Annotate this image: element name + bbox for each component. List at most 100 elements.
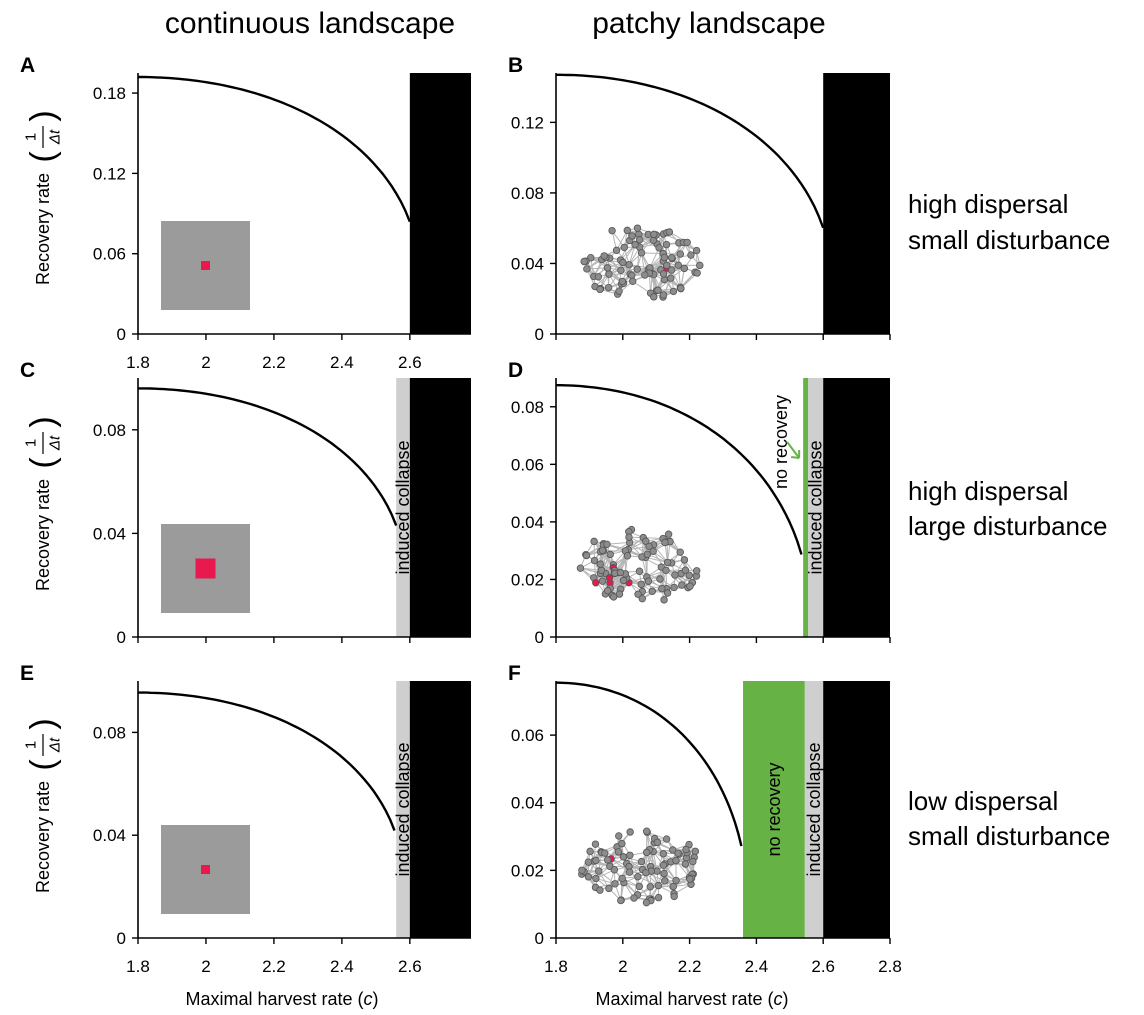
y-tick-label: 0.08: [511, 398, 544, 417]
induced-collapse-label: induced collapse: [393, 440, 413, 574]
network-node: [620, 243, 629, 252]
network-node: [686, 582, 694, 590]
fraction-close-paren: ): [24, 110, 62, 121]
y-axis-label-text: Recovery rate: [33, 781, 53, 893]
x-axis-label-right: Maximal harvest rate (c): [595, 989, 788, 1009]
network-node: [689, 857, 697, 866]
network-node: [633, 265, 641, 273]
x-tick-label: 2.4: [745, 957, 769, 976]
x-tick-label: 1.8: [126, 353, 150, 372]
y-tick-label: 0.04: [93, 524, 126, 543]
fraction-close-paren: ): [24, 718, 62, 729]
inset: [580, 224, 704, 301]
network-node: [619, 853, 628, 861]
collapse-label: collapse: [847, 474, 867, 540]
recovery-curve: [138, 75, 411, 223]
inset: [578, 827, 700, 907]
y-tick-label: 0: [535, 325, 544, 344]
y-tick-label: 0.02: [511, 861, 544, 880]
network-node: [605, 270, 613, 278]
disturbance-square: [201, 261, 210, 270]
y-axis-label: Recovery rate (1 Δt): [23, 416, 64, 591]
network-node: [662, 566, 670, 575]
network-node: [603, 540, 611, 549]
network-node: [687, 251, 695, 259]
network-node: [669, 882, 678, 891]
network-node: [610, 866, 619, 874]
network-node: [678, 581, 686, 589]
y-tick-label: 0.12: [93, 164, 126, 183]
collapse-region: [823, 681, 890, 938]
x-axis-label-left: Maximal harvest rate (c): [185, 989, 378, 1009]
network-node: [654, 893, 663, 902]
callout-arrowhead: [791, 450, 801, 459]
panel-d: Dno recovery induced collapse collapse 0 0.0…: [508, 359, 891, 647]
network-node: [591, 840, 600, 848]
network-node: [604, 586, 612, 595]
network-node: [637, 580, 645, 589]
network-edge: [606, 541, 630, 545]
network-edge: [616, 230, 628, 251]
inset: [576, 525, 701, 604]
network-nodes: [580, 224, 704, 301]
network-node: [654, 286, 662, 294]
network-nodes: [576, 525, 701, 604]
network-node: [660, 596, 668, 604]
network-node: [646, 883, 655, 891]
row-label-1: high dispersal small disturbance: [908, 189, 1110, 255]
network-node: [696, 261, 704, 270]
x-tick-label: 2: [201, 353, 210, 372]
y-tick-label: 0: [117, 929, 126, 948]
network-node: [634, 872, 642, 881]
network-node: [600, 252, 608, 260]
network-node: [606, 550, 614, 559]
panel-letter: F: [508, 662, 521, 685]
network-node: [663, 589, 672, 597]
network-node: [655, 244, 663, 252]
network-node: [576, 564, 585, 572]
network-node: [660, 869, 668, 878]
disturbance-square: [195, 558, 216, 579]
network-node: [670, 892, 678, 901]
network-node: [594, 273, 603, 281]
fraction-numerator: 1: [23, 741, 40, 749]
network-node: [618, 874, 626, 883]
no-recovery-label: no recovery: [764, 762, 784, 856]
network-node: [590, 537, 598, 546]
network-node: [623, 226, 631, 235]
y-tick-label: 0.06: [511, 726, 544, 745]
network-node: [680, 556, 689, 564]
inset: [161, 524, 250, 613]
y-axis-label-text: Recovery rate: [33, 173, 53, 285]
network-node: [596, 285, 604, 294]
network-node: [669, 287, 678, 296]
network-node: [625, 868, 634, 876]
network-node: [685, 571, 693, 580]
row-label-3-line-2: small disturbance: [908, 821, 1110, 851]
svg-text:Maximal harvest rate (c): Maximal harvest rate (c): [185, 989, 378, 1009]
network-node: [625, 533, 633, 541]
network-node: [693, 567, 701, 575]
network-node: [681, 860, 690, 868]
recovery-curve: [556, 73, 825, 229]
collapse-label: collapse: [430, 474, 450, 540]
disturbed-patch: [592, 579, 600, 587]
network-node: [659, 270, 668, 278]
x-tick-label: 1.8: [126, 957, 150, 976]
induced-collapse-label: induced collapse: [393, 742, 413, 876]
network-node: [636, 236, 644, 244]
network-node: [637, 249, 646, 257]
network-node: [671, 571, 679, 579]
network-node: [586, 847, 594, 856]
inset: [161, 825, 250, 914]
collapse-label: collapse: [430, 776, 450, 842]
network-node: [626, 828, 634, 836]
network-node: [584, 873, 593, 881]
network-node: [682, 845, 690, 854]
panel-letter: E: [20, 662, 34, 685]
collapse-label: collapse: [847, 170, 867, 236]
x-tick-label: 2.4: [330, 957, 354, 976]
network-node: [605, 884, 613, 893]
